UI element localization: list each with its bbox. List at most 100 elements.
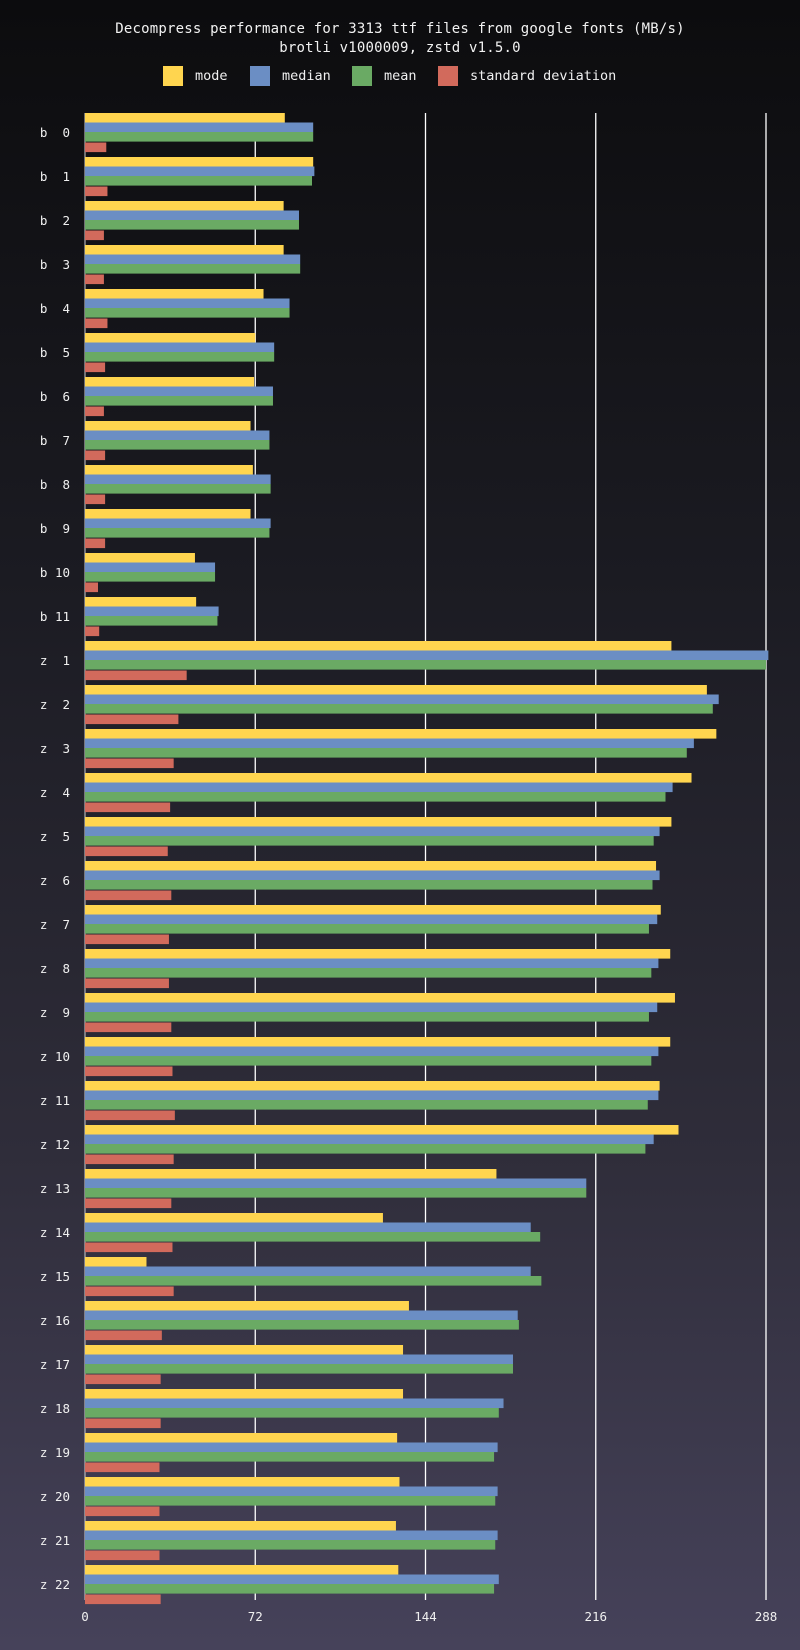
bar-mean-z-16 [85,1320,519,1330]
bar-standard-deviation-z-17 [85,1374,161,1385]
bar-median-z-4 [85,782,673,793]
bar-mean-z-8 [85,968,652,978]
bar-median-z-16 [85,1310,518,1321]
category-label: z 8 [40,961,70,976]
bar-mode-b-6 [85,377,255,387]
chart-title: Decompress performance for 3313 ttf file… [115,21,685,37]
bar-standard-deviation-b-3 [85,274,104,285]
bar-median-z-5 [85,826,660,837]
bar-standard-deviation-z-3 [85,758,174,769]
category-label: z 6 [40,873,70,888]
category-label: b 4 [40,301,70,316]
bar-median-z-20 [85,1486,498,1497]
bar-mode-b-9 [85,509,251,519]
legend-swatch-mean [352,66,372,86]
bar-mean-z-4 [85,792,666,802]
bar-standard-deviation-z-9 [85,1022,172,1033]
bar-mode-z-16 [85,1301,409,1311]
bar-mode-z-3 [85,729,717,739]
x-tick-label-0: 0 [81,1609,89,1624]
legend-label-standard-deviation: standard deviation [470,68,617,84]
bar-standard-deviation-z-11 [85,1110,175,1121]
bar-median-z-6 [85,870,660,881]
x-tick-label-288: 288 [755,1609,778,1624]
category-label: z 12 [40,1137,70,1152]
bar-mode-z-2 [85,685,707,695]
bar-mean-b-11 [85,616,218,626]
bar-mode-z-1 [85,641,672,651]
bar-standard-deviation-z-8 [85,978,169,989]
bar-standard-deviation-z-4 [85,802,171,813]
bar-mean-z-13 [85,1188,587,1198]
bar-mean-z-11 [85,1100,648,1110]
bar-standard-deviation-z-21 [85,1550,160,1561]
category-label: z 10 [40,1049,70,1064]
bar-median-z-17 [85,1354,513,1365]
category-label: b 5 [40,345,70,360]
bar-mean-z-21 [85,1540,496,1550]
category-label: z 22 [40,1577,70,1592]
bar-standard-deviation-z-10 [85,1066,173,1077]
bar-standard-deviation-z-2 [85,714,179,725]
bar-mean-b-2 [85,220,299,230]
bar-median-b-8 [85,474,271,485]
bar-standard-deviation-b-4 [85,318,108,329]
bar-mode-z-10 [85,1037,671,1047]
bar-median-b-2 [85,210,299,221]
bar-mode-b-1 [85,157,314,167]
bar-standard-deviation-z-6 [85,890,172,901]
bar-standard-deviation-z-19 [85,1462,160,1473]
bar-mean-z-22 [85,1584,495,1594]
bar-standard-deviation-b-11 [85,626,100,637]
bar-standard-deviation-z-18 [85,1418,161,1429]
bar-median-b-1 [85,166,315,177]
bar-median-z-18 [85,1398,504,1409]
category-label: b 2 [40,213,70,228]
bar-median-z-13 [85,1178,587,1189]
bar-standard-deviation-z-22 [85,1594,161,1605]
x-tick-label-72: 72 [248,1609,263,1624]
category-label: z 19 [40,1445,70,1460]
bar-standard-deviation-z-12 [85,1154,174,1165]
bar-mean-z-10 [85,1056,652,1066]
bar-median-z-2 [85,694,719,705]
bar-mode-z-20 [85,1477,400,1487]
category-label: b 10 [40,565,70,580]
category-label: z 5 [40,829,70,844]
bar-mean-z-1 [85,660,766,670]
legend-item-mode: mode [163,65,228,87]
category-label: z 4 [40,785,70,800]
bar-mean-b-5 [85,352,275,362]
bar-standard-deviation-z-16 [85,1330,162,1341]
bar-mode-b-7 [85,421,251,431]
bar-mode-z-12 [85,1125,679,1135]
bar-median-b-4 [85,298,290,309]
legend-swatch-median [250,66,270,86]
category-label: b 6 [40,389,70,404]
bar-median-z-10 [85,1046,659,1057]
bar-mean-b-6 [85,396,273,406]
bar-standard-deviation-z-20 [85,1506,160,1517]
category-label: z 2 [40,697,70,712]
bar-standard-deviation-z-7 [85,934,169,945]
bar-mode-b-3 [85,245,284,255]
bar-mode-z-22 [85,1565,399,1575]
bar-standard-deviation-b-10 [85,582,99,593]
category-label: z 11 [40,1093,70,1108]
category-label: z 15 [40,1269,70,1284]
bar-mean-z-17 [85,1364,513,1374]
category-label: z 9 [40,1005,70,1020]
x-axis-ticks: 0 72 144 216 288 [81,1609,777,1624]
bar-mode-b-5 [85,333,256,343]
category-label: z 20 [40,1489,70,1504]
bar-mean-b-3 [85,264,301,274]
category-label: z 17 [40,1357,70,1372]
chart-subtitle: brotli v1000009, zstd v1.5.0 [279,40,521,56]
bar-median-b-11 [85,606,219,617]
bar-standard-deviation-b-5 [85,362,106,373]
bar-mode-b-2 [85,201,284,211]
bar-mode-z-14 [85,1213,383,1223]
bar-mode-z-18 [85,1389,404,1399]
bar-median-z-11 [85,1090,659,1101]
